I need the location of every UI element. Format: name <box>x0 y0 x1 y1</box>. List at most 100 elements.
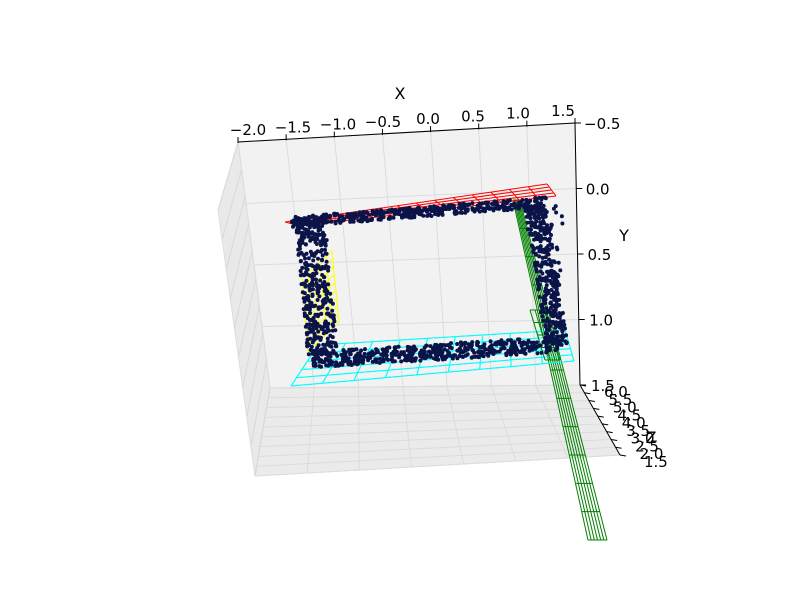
cloud-point <box>426 349 431 354</box>
cloud-point <box>332 213 337 218</box>
cloud-point <box>519 344 524 348</box>
grid-line <box>246 333 264 417</box>
z-tick-mark <box>579 384 587 387</box>
cloud-point <box>397 355 402 360</box>
cloud-point <box>298 269 303 273</box>
cloud-point <box>356 218 361 223</box>
cloud-point <box>532 214 537 219</box>
grid-line <box>254 454 621 477</box>
cloud-point <box>517 200 522 205</box>
cloud-point <box>550 245 555 250</box>
cloud-point <box>477 209 482 214</box>
cloud-point <box>547 257 552 262</box>
cloud-point <box>391 209 396 214</box>
cloud-point <box>454 211 459 216</box>
cloud-point <box>538 220 543 225</box>
cloud-point <box>508 352 513 357</box>
cloud-point <box>306 343 311 347</box>
z-tick-label: 3.0 <box>631 430 655 448</box>
cloud-point <box>392 345 397 350</box>
cloud-point <box>542 195 547 200</box>
cloud-point <box>542 230 547 235</box>
cloud-point <box>338 220 343 225</box>
cloud-point <box>547 328 551 332</box>
cloud-point <box>539 304 544 308</box>
cloud-point <box>316 343 321 348</box>
cloud-point <box>541 215 546 220</box>
cloud-point <box>418 358 423 363</box>
cloud-point <box>333 219 338 224</box>
z-tick-mark <box>588 400 595 403</box>
cloud-point <box>461 341 466 346</box>
cloud-point <box>364 210 369 215</box>
cloud-point <box>329 344 334 349</box>
cloud-point <box>481 208 486 213</box>
wire-line <box>288 186 550 224</box>
cloud-point <box>307 214 311 219</box>
cloud-point <box>304 251 309 256</box>
cloud-point <box>325 336 330 341</box>
cloud-point <box>321 342 326 347</box>
cloud-point <box>322 238 327 243</box>
grid-line <box>233 251 253 329</box>
x-tick-label: −1.5 <box>275 118 311 136</box>
cloud-point <box>477 355 481 360</box>
cloud-point <box>330 328 335 333</box>
cloud-point <box>430 346 435 351</box>
cloud-point <box>531 232 536 237</box>
cloud-point <box>466 202 471 207</box>
cloud-point <box>332 319 337 324</box>
cloud-point <box>319 311 324 316</box>
cloud-point <box>311 363 316 368</box>
cloud-point <box>441 343 446 347</box>
cloud-point <box>308 311 312 315</box>
cloud-point <box>554 330 559 335</box>
cloud-point <box>384 356 389 361</box>
cloud-point <box>545 318 550 323</box>
cloud-point <box>558 268 563 273</box>
z-tick-mark <box>593 407 600 410</box>
cloud-point <box>320 224 325 228</box>
cloud-point <box>517 337 522 342</box>
cloud-point <box>433 352 438 357</box>
cloud-point <box>447 342 452 347</box>
x-tick-label: 0.0 <box>416 110 440 128</box>
cloud-point <box>301 281 306 286</box>
cloud-point <box>455 348 460 353</box>
cloud-point <box>407 215 412 220</box>
cloud-point <box>550 331 555 336</box>
cloud-point <box>380 347 385 352</box>
cloud-point <box>538 223 542 228</box>
cloud-point <box>319 248 324 252</box>
cloud-point <box>533 199 537 204</box>
grid-line <box>259 431 607 448</box>
cloud-point <box>477 201 482 206</box>
cloud-point <box>311 258 316 263</box>
cloud-point <box>522 347 527 352</box>
cloud-point <box>307 282 312 287</box>
cloud-point <box>547 322 552 327</box>
cloud-point <box>549 233 553 237</box>
cloud-point <box>450 356 455 361</box>
cloud-point <box>366 352 371 356</box>
cloud-point <box>329 298 333 303</box>
cloud-point <box>548 260 553 265</box>
z-tick-mark <box>606 431 613 434</box>
cloud-point <box>309 253 314 258</box>
cloud-point <box>313 319 318 324</box>
cloud-point <box>323 241 328 246</box>
cloud-point <box>302 221 307 226</box>
grid-line <box>535 385 569 459</box>
x-tick-label: 1.5 <box>551 102 575 120</box>
cloud-point <box>316 329 321 334</box>
cloud-point <box>549 223 554 227</box>
cloud-point <box>309 263 314 268</box>
cloud-point <box>513 351 518 356</box>
cloud-point <box>529 345 534 350</box>
cloud-point <box>325 219 330 224</box>
cloud-point <box>418 354 423 359</box>
cloud-point <box>302 227 307 232</box>
cloud-point <box>317 294 322 299</box>
cloud-point <box>311 271 316 276</box>
x-tick-label: −2.0 <box>230 121 266 139</box>
